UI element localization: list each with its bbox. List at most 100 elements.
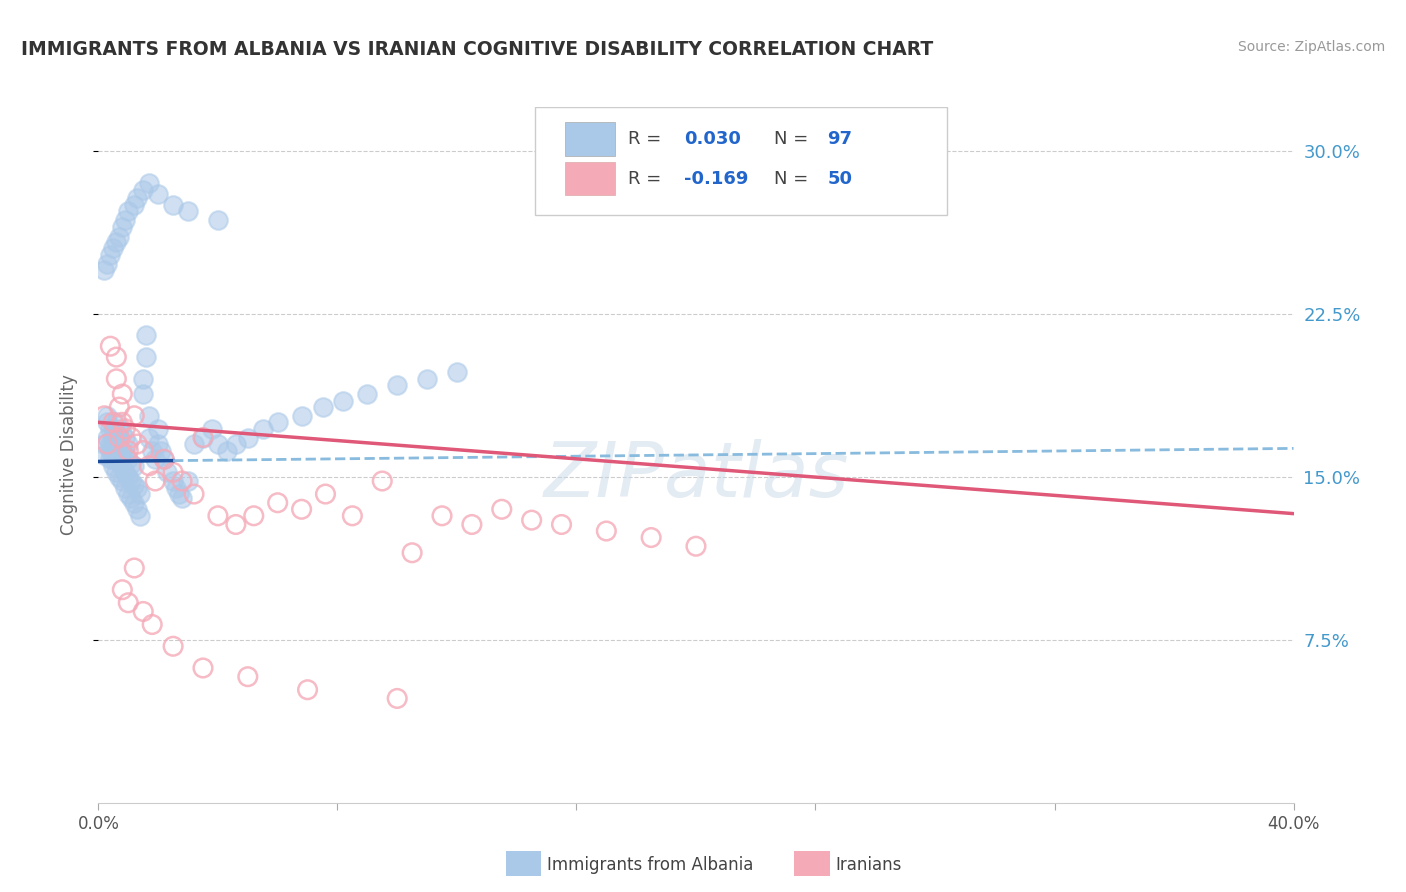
Point — [120, 474, 142, 488]
Point — [138, 409, 160, 423]
Point — [103, 430, 125, 444]
Point — [135, 328, 157, 343]
Point — [311, 400, 333, 414]
Point — [291, 502, 314, 516]
Point — [111, 387, 134, 401]
Point — [127, 437, 149, 451]
Point — [371, 474, 394, 488]
Point — [156, 466, 179, 480]
Point — [162, 466, 184, 480]
Text: Source: ZipAtlas.com: Source: ZipAtlas.com — [1237, 40, 1385, 54]
Point — [108, 230, 131, 244]
Point — [108, 430, 131, 444]
Point — [98, 248, 122, 262]
Point — [356, 387, 378, 401]
Point — [416, 372, 439, 386]
Point — [103, 241, 125, 255]
Point — [111, 458, 134, 473]
Point — [103, 443, 125, 458]
Point — [141, 617, 163, 632]
Text: 50: 50 — [827, 169, 852, 187]
Point — [520, 513, 543, 527]
Point — [114, 430, 136, 444]
Point — [132, 605, 155, 619]
Text: ZIPatlas: ZIPatlas — [543, 439, 849, 513]
Text: 97: 97 — [827, 130, 852, 148]
Point — [103, 422, 125, 436]
Text: R =: R = — [628, 130, 666, 148]
Point — [162, 639, 184, 653]
Point — [550, 517, 572, 532]
Point — [114, 466, 136, 480]
Point — [401, 546, 423, 560]
Point — [297, 682, 319, 697]
Point — [96, 409, 118, 423]
Point — [172, 491, 194, 506]
Point — [124, 409, 146, 423]
Point — [132, 443, 155, 458]
Point — [105, 235, 128, 249]
Text: -0.169: -0.169 — [685, 169, 748, 187]
Point — [153, 452, 176, 467]
Point — [315, 487, 337, 501]
Point — [172, 474, 194, 488]
Point — [148, 422, 170, 436]
Point — [98, 443, 122, 458]
Point — [124, 561, 146, 575]
Point — [93, 409, 115, 423]
Point — [148, 437, 170, 451]
Point — [143, 474, 166, 488]
Y-axis label: Cognitive Disability: Cognitive Disability — [59, 375, 77, 535]
Point — [93, 448, 115, 462]
Point — [108, 422, 131, 436]
Point — [111, 582, 134, 597]
Point — [201, 422, 224, 436]
Point — [103, 415, 125, 429]
Text: Iranians: Iranians — [835, 856, 901, 874]
Point — [183, 487, 205, 501]
Point — [117, 596, 139, 610]
Point — [446, 365, 468, 379]
Text: 0.030: 0.030 — [685, 130, 741, 148]
Point — [138, 458, 160, 473]
Point — [105, 437, 128, 451]
Point — [111, 474, 134, 488]
Point — [165, 481, 187, 495]
Point — [117, 469, 139, 483]
Point — [267, 496, 290, 510]
Point — [150, 443, 173, 458]
Point — [124, 478, 146, 492]
Point — [167, 487, 190, 501]
Point — [148, 186, 170, 201]
Point — [111, 443, 134, 458]
Point — [225, 437, 247, 451]
Point — [225, 517, 247, 532]
Point — [111, 415, 134, 429]
Point — [153, 452, 176, 467]
Point — [685, 539, 707, 553]
Point — [252, 422, 274, 436]
Point — [243, 508, 266, 523]
Point — [129, 487, 152, 501]
Point — [105, 415, 128, 429]
Point — [124, 496, 146, 510]
Point — [93, 437, 115, 451]
Point — [430, 508, 453, 523]
Point — [640, 531, 662, 545]
Point — [96, 415, 118, 429]
Bar — [565, 122, 614, 156]
Point — [191, 430, 214, 444]
Point — [191, 430, 214, 444]
Point — [236, 670, 259, 684]
Point — [291, 409, 314, 423]
Point — [117, 452, 139, 467]
Point — [93, 263, 115, 277]
Point — [385, 378, 409, 392]
Point — [114, 422, 136, 436]
Point — [162, 474, 184, 488]
Point — [124, 198, 146, 212]
Point — [120, 491, 142, 506]
Point — [207, 437, 229, 451]
Point — [177, 204, 200, 219]
Point — [207, 508, 229, 523]
